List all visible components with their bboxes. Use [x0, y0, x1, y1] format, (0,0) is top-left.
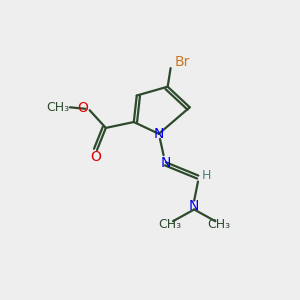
Text: CH₃: CH₃ — [46, 101, 70, 114]
Text: N: N — [189, 199, 200, 213]
Text: N: N — [161, 156, 171, 170]
Text: O: O — [77, 101, 88, 115]
Text: CH₃: CH₃ — [208, 218, 231, 231]
Text: H: H — [202, 169, 212, 182]
Text: Br: Br — [175, 55, 190, 69]
Text: O: O — [90, 150, 101, 164]
Text: N: N — [154, 127, 164, 141]
Text: CH₃: CH₃ — [158, 218, 182, 231]
